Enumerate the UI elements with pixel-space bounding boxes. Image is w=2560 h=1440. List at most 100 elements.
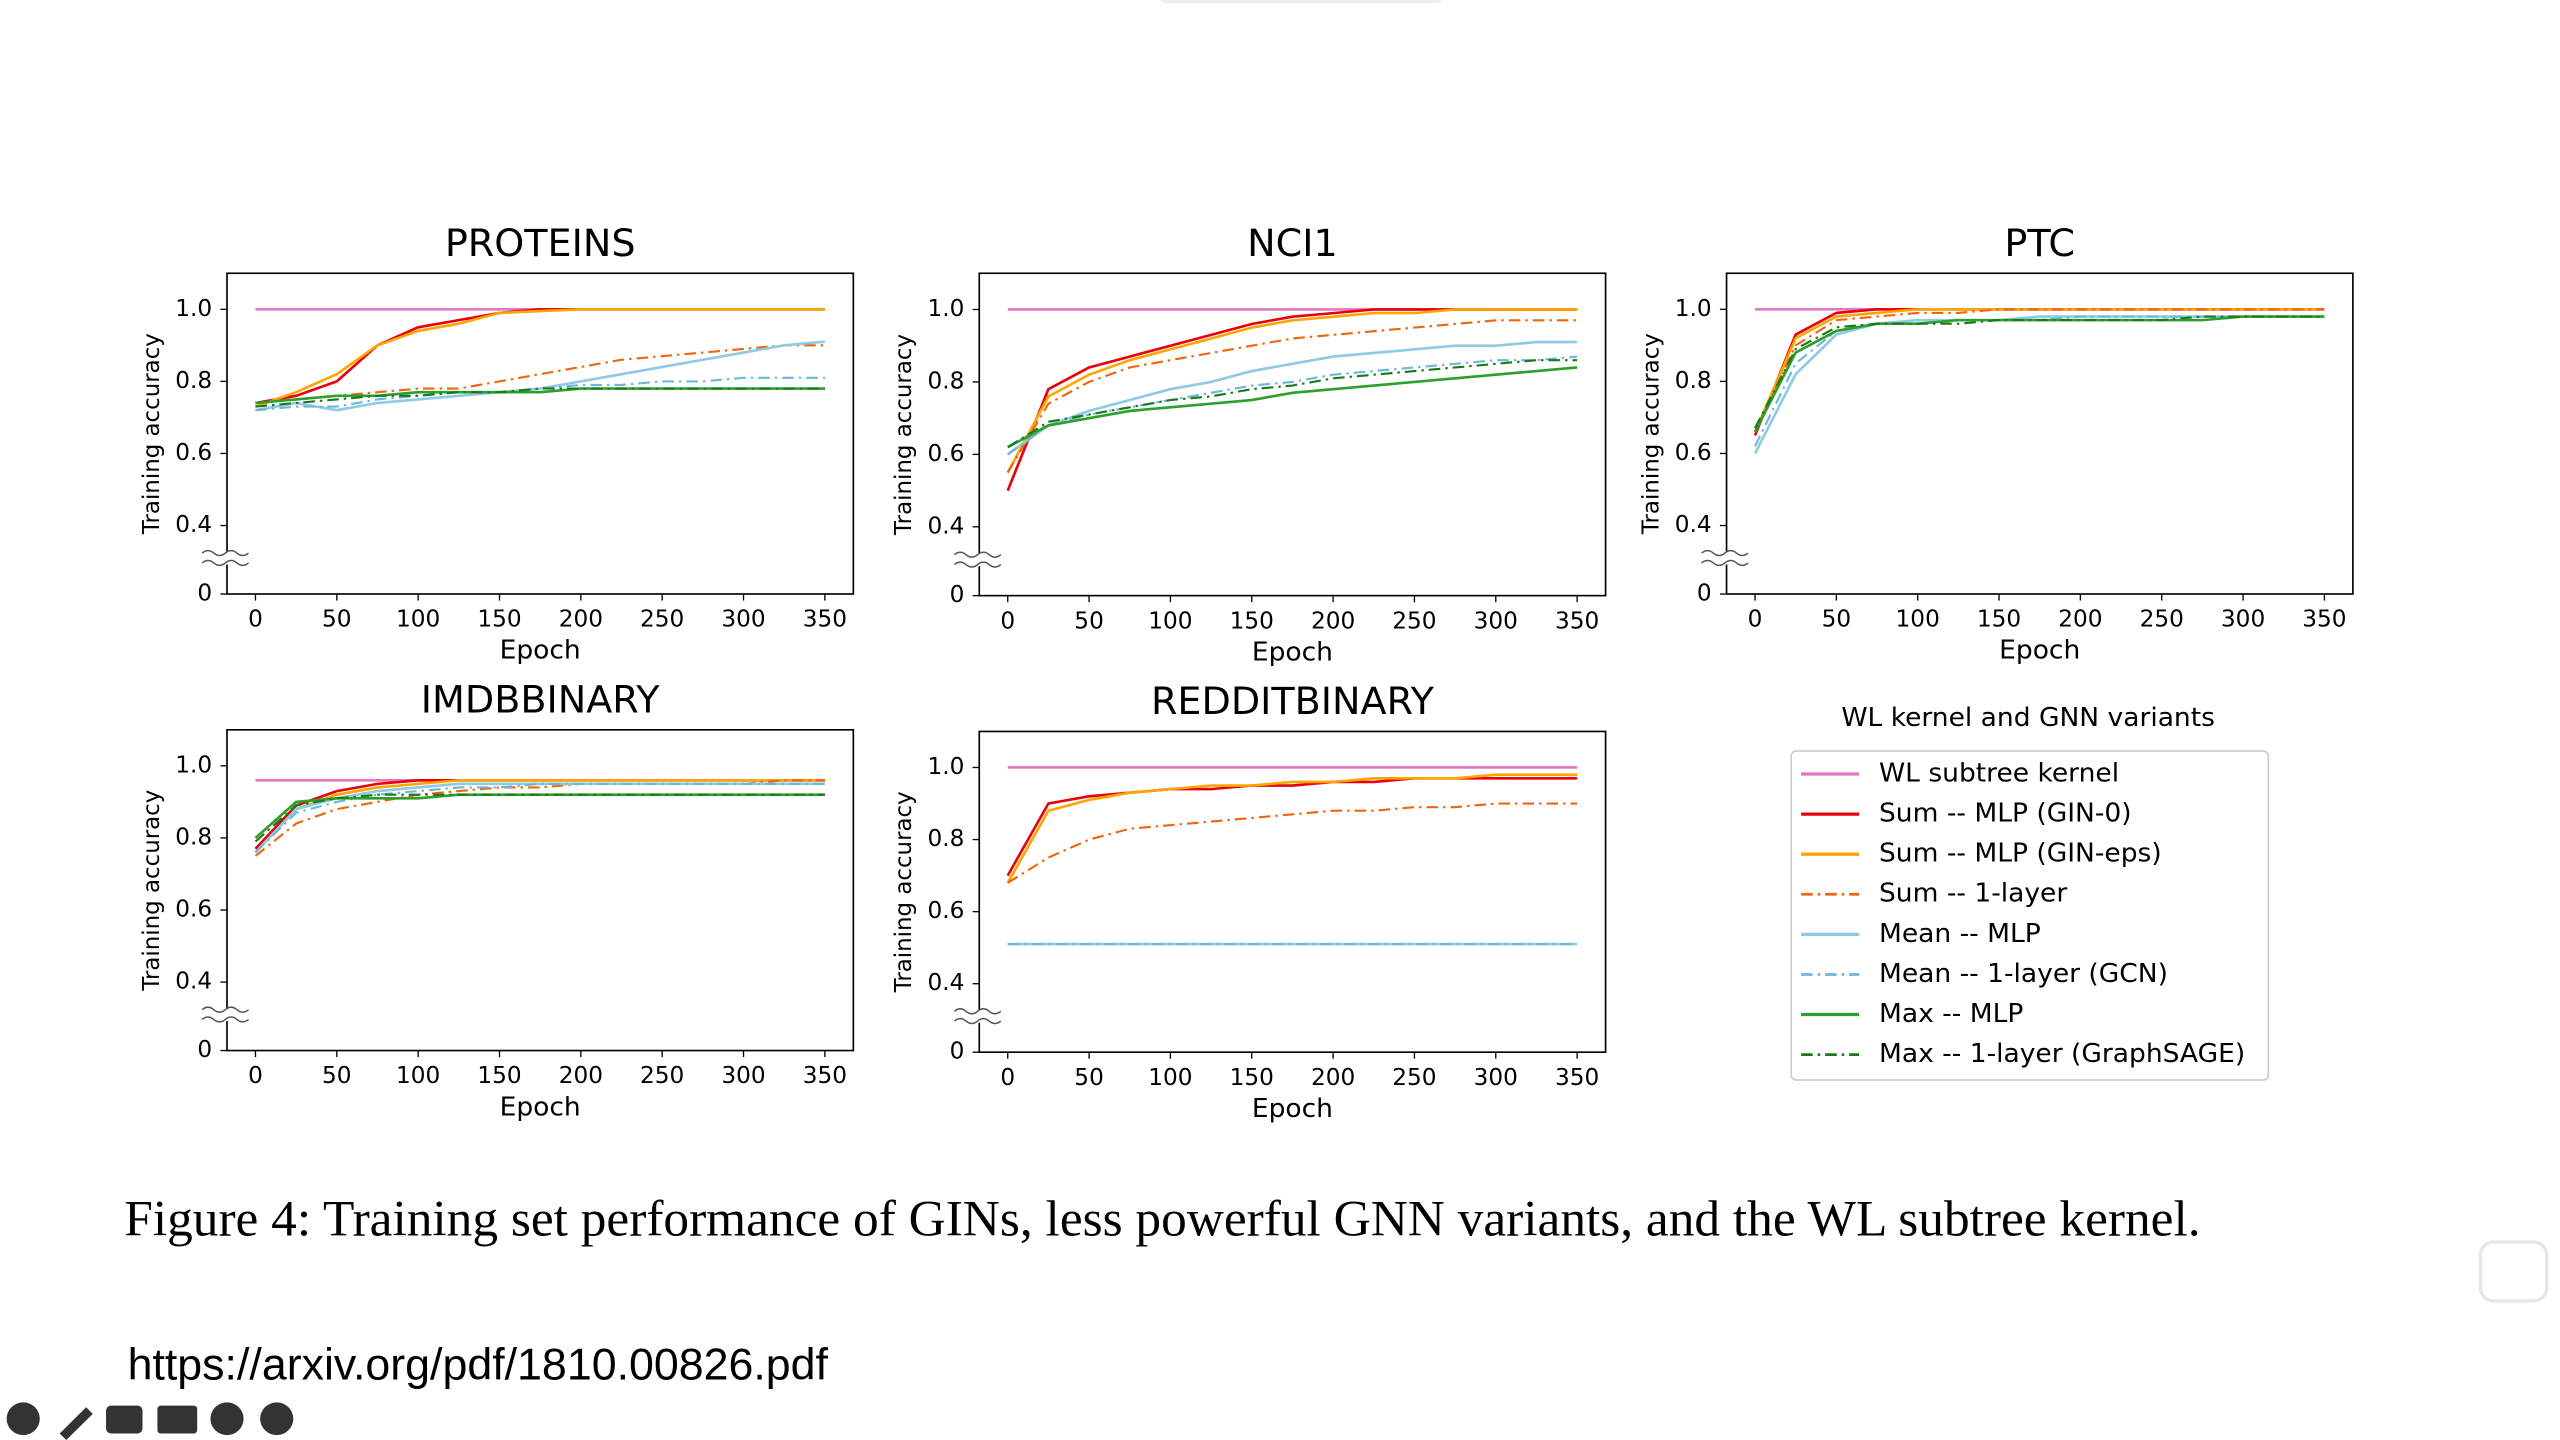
y-tick-label: 0.6 <box>1675 440 1712 466</box>
x-tick-label: 150 <box>477 1063 521 1089</box>
legend: WL subtree kernel Sum -- MLP (GIN-0) Sum -… <box>1801 759 2245 1069</box>
series-line <box>1007 366 1578 449</box>
x-tick-label: 350 <box>2302 607 2346 633</box>
series-line <box>1006 340 1578 456</box>
x-tick-label: 300 <box>721 607 765 633</box>
series-line <box>1754 315 2325 429</box>
top-bar <box>1160 0 1442 4</box>
series-line <box>1754 308 2325 433</box>
x-tick-label: 150 <box>1230 608 1274 634</box>
chart-title: IMDBBINARY <box>421 678 661 722</box>
x-tick-label: 300 <box>721 1063 765 1089</box>
y-tick-label: 0.4 <box>927 513 964 539</box>
figure: PROTEINS Epoch Training accuracy 0 50 100 150 2… <box>139 221 2354 1124</box>
x-tick-label: 150 <box>1977 607 2021 633</box>
legend-label: Mean -- 1-layer (GCN) <box>1879 959 2168 989</box>
y-tick-label: 0.8 <box>927 369 964 395</box>
chart-title: REDDITBINARY <box>1151 679 1435 723</box>
y-tick-label: 0.6 <box>927 441 964 467</box>
y-tick-label: 0.8 <box>927 826 964 852</box>
x-axis-label: Epoch <box>1999 636 2080 666</box>
x-tick-label: 0 <box>248 607 263 633</box>
x-axis-label: Epoch <box>500 636 581 666</box>
axis-break <box>953 1017 1002 1025</box>
figure-caption: Figure 4: Training set performance of GI… <box>124 1192 2200 1248</box>
back-button[interactable] <box>6 1402 40 1436</box>
x-tick-label: 250 <box>1392 608 1436 634</box>
series-line <box>1006 308 1578 474</box>
x-tick-label: 0 <box>248 1063 263 1089</box>
cc-button[interactable] <box>106 1405 143 1434</box>
chart-title: PTC <box>2004 221 2075 265</box>
x-tick-label: 250 <box>640 1063 684 1089</box>
axis-break <box>201 1006 250 1013</box>
legend-label: Max -- MLP <box>1879 999 2023 1029</box>
y-tick-label: 0 <box>1697 581 1712 607</box>
x-tick-label: 0 <box>1748 607 1763 633</box>
x-axis-label: Epoch <box>1252 638 1333 668</box>
x-tick-label: 100 <box>1148 608 1192 634</box>
y-tick-label: 0.4 <box>927 970 964 996</box>
y-tick-label: 0 <box>197 1037 212 1063</box>
legend-title: WL kernel and GNN variants <box>1841 703 2215 733</box>
source-url[interactable]: https://arxiv.org/pdf/1810.00826.pdf <box>128 1341 829 1390</box>
axis-break <box>1701 549 1749 557</box>
x-tick-label: 0 <box>1000 608 1015 634</box>
x-tick-label: 200 <box>559 607 603 633</box>
forward-button[interactable] <box>260 1402 294 1436</box>
y-tick-label: 0.4 <box>175 969 212 995</box>
pen-button[interactable] <box>59 1407 93 1440</box>
chart-title: PROTEINS <box>445 221 636 265</box>
legend-label: Mean -- MLP <box>1879 919 2041 949</box>
x-tick-label: 350 <box>803 607 847 633</box>
series-line <box>255 387 825 408</box>
y-tick-label: 1.0 <box>175 296 212 322</box>
plot-frame <box>978 730 1607 1053</box>
y-tick-label: 0.8 <box>1675 368 1712 394</box>
y-tick-label: 0.4 <box>175 512 212 538</box>
y-tick-label: 0 <box>950 1039 965 1065</box>
series-line <box>1006 773 1578 884</box>
legend-label: Sum -- 1-layer <box>1879 879 2067 909</box>
play-icon[interactable] <box>2478 1240 2549 1303</box>
x-tick-label: 350 <box>1555 608 1599 634</box>
x-tick-label: 50 <box>1074 1065 1104 1091</box>
axis-break <box>953 1008 1002 1015</box>
x-tick-label: 350 <box>1555 1065 1599 1091</box>
y-tick-label: 0.8 <box>175 368 212 394</box>
x-tick-label: 50 <box>322 1063 352 1089</box>
axis-break <box>201 549 250 557</box>
y-tick-label: 1.0 <box>927 754 964 780</box>
y-tick-label: 0.6 <box>175 897 212 923</box>
plot-frame <box>978 272 1607 597</box>
camera-button[interactable] <box>157 1405 198 1434</box>
y-axis-label: Training accuracy <box>139 333 165 535</box>
y-tick-label: 0.6 <box>927 898 964 924</box>
chart-panel: PTC Epoch Training accuracy 0 50 100 150 200 250… <box>1638 221 2354 666</box>
x-tick-label: 300 <box>2221 607 2265 633</box>
y-tick-label: 1.0 <box>927 296 964 322</box>
y-tick-label: 1.0 <box>175 752 212 778</box>
y-tick-label: 0 <box>950 582 965 608</box>
y-axis-label: Training accuracy <box>891 791 917 993</box>
chart-panel: IMDBBINARY Epoch Training accuracy 0 50 100 15… <box>139 678 855 1122</box>
y-tick-label: 1.0 <box>1675 296 1712 322</box>
x-tick-label: 0 <box>1000 1065 1015 1091</box>
axis-break <box>1701 559 1749 567</box>
series-line <box>254 778 825 854</box>
y-tick-label: 0.6 <box>175 440 212 466</box>
x-tick-label: 200 <box>1311 1065 1355 1091</box>
more-button[interactable] <box>210 1402 244 1436</box>
chart-panel: REDDITBINARY Epoch Training accuracy 0 50 100… <box>891 679 1607 1124</box>
x-tick-label: 250 <box>2140 607 2184 633</box>
legend-label: Sum -- MLP (GIN-eps) <box>1879 839 2162 869</box>
x-tick-label: 50 <box>322 607 352 633</box>
x-tick-label: 300 <box>1474 608 1518 634</box>
series-line <box>254 793 825 843</box>
y-tick-label: 0.8 <box>175 825 212 851</box>
x-tick-label: 150 <box>477 607 521 633</box>
x-tick-label: 350 <box>803 1063 847 1089</box>
y-axis-label: Training accuracy <box>139 790 165 992</box>
